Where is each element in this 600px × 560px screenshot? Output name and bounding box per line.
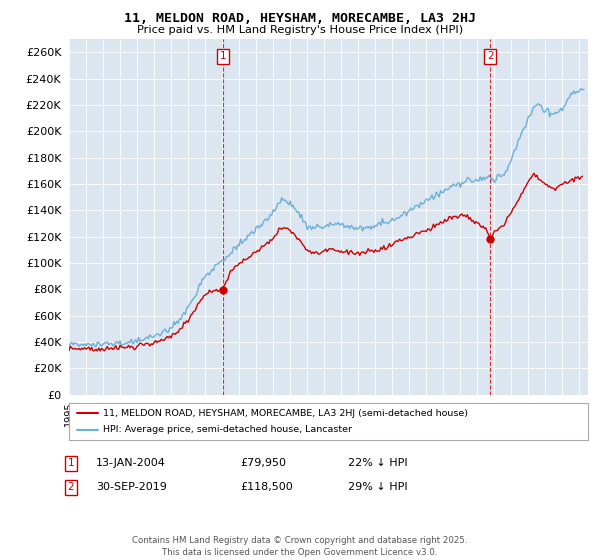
Text: Price paid vs. HM Land Registry's House Price Index (HPI): Price paid vs. HM Land Registry's House … <box>137 25 463 35</box>
Text: Contains HM Land Registry data © Crown copyright and database right 2025.
This d: Contains HM Land Registry data © Crown c… <box>132 536 468 557</box>
Text: 11, MELDON ROAD, HEYSHAM, MORECAMBE, LA3 2HJ: 11, MELDON ROAD, HEYSHAM, MORECAMBE, LA3… <box>124 12 476 25</box>
Text: 1: 1 <box>67 458 74 468</box>
Text: 11, MELDON ROAD, HEYSHAM, MORECAMBE, LA3 2HJ (semi-detached house): 11, MELDON ROAD, HEYSHAM, MORECAMBE, LA3… <box>103 409 468 418</box>
Text: £79,950: £79,950 <box>240 458 286 468</box>
Text: 30-SEP-2019: 30-SEP-2019 <box>96 482 167 492</box>
Text: 22% ↓ HPI: 22% ↓ HPI <box>348 458 407 468</box>
Text: 1: 1 <box>220 52 226 62</box>
Text: 13-JAN-2004: 13-JAN-2004 <box>96 458 166 468</box>
Text: 2: 2 <box>487 52 493 62</box>
Text: 2: 2 <box>67 482 74 492</box>
Text: £118,500: £118,500 <box>240 482 293 492</box>
Text: HPI: Average price, semi-detached house, Lancaster: HPI: Average price, semi-detached house,… <box>103 425 352 434</box>
Text: 29% ↓ HPI: 29% ↓ HPI <box>348 482 407 492</box>
